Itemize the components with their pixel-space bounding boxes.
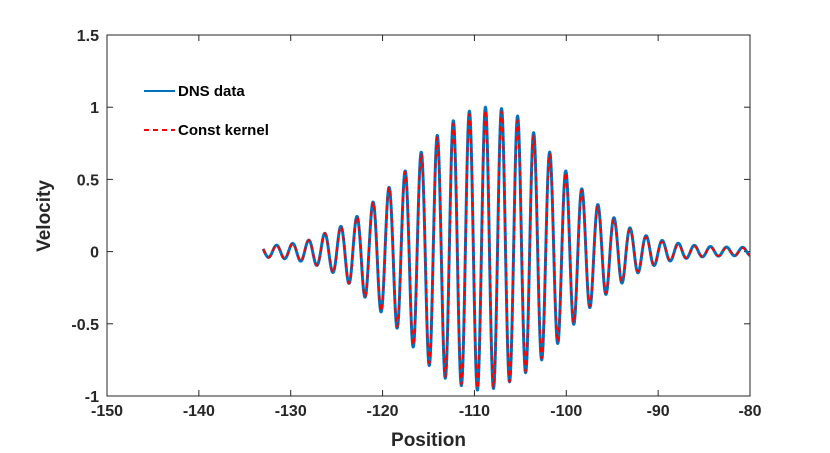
series-line-const-kernel [262,109,751,390]
y-axis-label: Velocity [34,180,55,252]
legend-label-const-kernel: Const kernel [178,122,269,139]
x-tick-label: -90 [647,403,670,420]
x-axis-label: Position [391,430,466,451]
x-tick-label: -130 [275,403,307,420]
y-tick-label: 0.5 [77,172,99,189]
x-tick-labels: -150 -140 -130 -120 -110 -100 -90 -80 [91,403,762,420]
legend-label-dns-data: DNS data [178,83,245,100]
x-tick-label: -140 [183,403,215,420]
x-tick-label: -80 [738,403,761,420]
x-tick-label: -100 [550,403,582,420]
y-tick-labels: -1 -0.5 0 0.5 1 1.5 [71,28,99,406]
series-layer [261,105,752,392]
x-tick-label: -110 [459,403,490,420]
y-tick-label: 0 [90,245,99,262]
y-tick-label: 1.5 [77,28,99,45]
y-tick-label: -0.5 [71,317,99,334]
y-tick-label: -1 [85,389,99,406]
y-tick-label: 1 [90,100,99,117]
legend: DNS data Const kernel [144,83,269,139]
x-tick-label: -150 [91,403,123,420]
x-tick-label: -120 [367,403,399,420]
